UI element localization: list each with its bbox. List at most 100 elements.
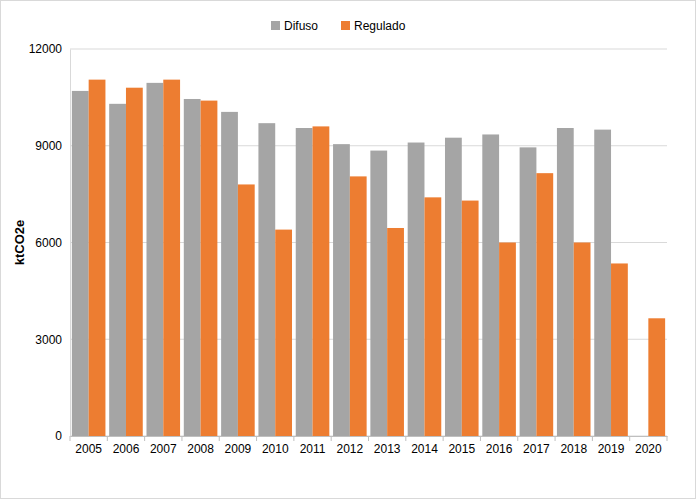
bar (275, 230, 292, 436)
grid (70, 49, 667, 436)
chart-border (1, 1, 696, 499)
x-tick-label: 2012 (336, 442, 363, 456)
separator (667, 436, 668, 441)
x-tick-label: 2005 (75, 442, 102, 456)
separator (555, 436, 556, 441)
bar (89, 80, 106, 436)
separator (256, 436, 257, 441)
bar (424, 197, 441, 436)
x-tick-label: 2008 (187, 442, 214, 456)
bar (146, 83, 163, 436)
separator (144, 436, 145, 441)
x-tick: 2006 (113, 436, 140, 456)
bar (499, 243, 516, 437)
x-tick: 2017 (523, 436, 550, 456)
bar (594, 130, 611, 436)
x-tick: 2011 (300, 436, 326, 456)
separator (181, 436, 182, 441)
separator (368, 436, 369, 441)
x-tick-label: 2017 (523, 442, 550, 456)
bar (109, 104, 126, 436)
bar (648, 318, 665, 436)
x-tick-label: 2019 (598, 442, 625, 456)
x-tick-label: 2011 (300, 442, 326, 456)
x-tick: 2013 (374, 436, 401, 456)
bar (350, 176, 367, 436)
plot: 0300060009000120002005200620072008200920… (29, 42, 668, 455)
bar (462, 201, 479, 436)
x-tick: 2008 (187, 436, 214, 456)
bar (536, 173, 553, 436)
x-tick: 2009 (225, 436, 252, 456)
y-tick: 12000 (29, 42, 70, 56)
bar (201, 101, 218, 436)
separator (219, 436, 220, 441)
bar (370, 151, 387, 436)
bar (296, 128, 313, 436)
separator (443, 436, 444, 441)
bar (163, 80, 180, 436)
bar (482, 134, 499, 436)
separator (480, 436, 481, 441)
x-tick-label: 2010 (262, 442, 289, 456)
bars (72, 80, 665, 436)
bar (313, 126, 330, 436)
bar (520, 147, 537, 436)
bar (333, 144, 350, 436)
bar (72, 91, 89, 436)
separator (629, 436, 630, 441)
y-tick-label: 6000 (35, 236, 62, 250)
y-tick-label: 0 (55, 429, 62, 443)
bar (184, 99, 201, 436)
bar (387, 228, 404, 436)
bar (557, 128, 574, 436)
x-tick-label: 2014 (411, 442, 438, 456)
y-axis: 0 3000 6000 9000 12000 (29, 42, 71, 443)
separator (107, 436, 108, 441)
category-separators (70, 436, 667, 441)
y-tick: 0 (55, 429, 70, 443)
separator (331, 436, 332, 441)
legend-item: Difuso (271, 19, 318, 33)
bar (258, 123, 275, 436)
legend-swatch (341, 21, 350, 30)
x-tick-label: 2009 (225, 442, 252, 456)
x-tick: 2012 (336, 436, 363, 456)
legend-item: Regulado (341, 19, 406, 33)
y-tick-label: 12000 (29, 42, 63, 56)
legend-label: Difuso (284, 19, 318, 33)
x-axis: 2005 2006 2007 2008 2009 2010 2011 2012 2013 2014… (70, 436, 668, 456)
y-tick: 9000 (35, 139, 70, 153)
legend: Difuso Regulado (271, 19, 406, 33)
x-tick-label: 2013 (374, 442, 401, 456)
bar (611, 263, 628, 436)
y-tick-label: 3000 (35, 333, 62, 347)
x-tick-label: 2015 (448, 442, 475, 456)
x-tick: 2019 (598, 436, 625, 456)
x-tick: 2007 (150, 436, 177, 456)
legend-label: Regulado (354, 19, 406, 33)
bar (221, 112, 238, 436)
x-tick-label: 2007 (150, 442, 177, 456)
x-tick: 2018 (560, 436, 587, 456)
series (72, 83, 611, 436)
x-tick-label: 2016 (486, 442, 513, 456)
x-tick-label: 2006 (113, 442, 140, 456)
bar (445, 138, 462, 436)
y-tick: 6000 (35, 236, 70, 250)
legend-swatch (271, 21, 280, 30)
series (89, 80, 665, 436)
bar (574, 243, 591, 437)
x-tick: 2016 (486, 436, 513, 456)
x-tick: 2020 (635, 436, 662, 456)
separator (293, 436, 294, 441)
y-axis-title: ktCO2e (12, 220, 27, 266)
separator (405, 436, 406, 441)
y-tick-label: 9000 (35, 139, 62, 153)
bar (408, 143, 425, 436)
x-tick: 2014 (411, 436, 438, 456)
bar (126, 88, 143, 436)
y-axis-line (70, 50, 71, 437)
y-tick: 3000 (35, 333, 70, 347)
x-tick-label: 2020 (635, 442, 662, 456)
